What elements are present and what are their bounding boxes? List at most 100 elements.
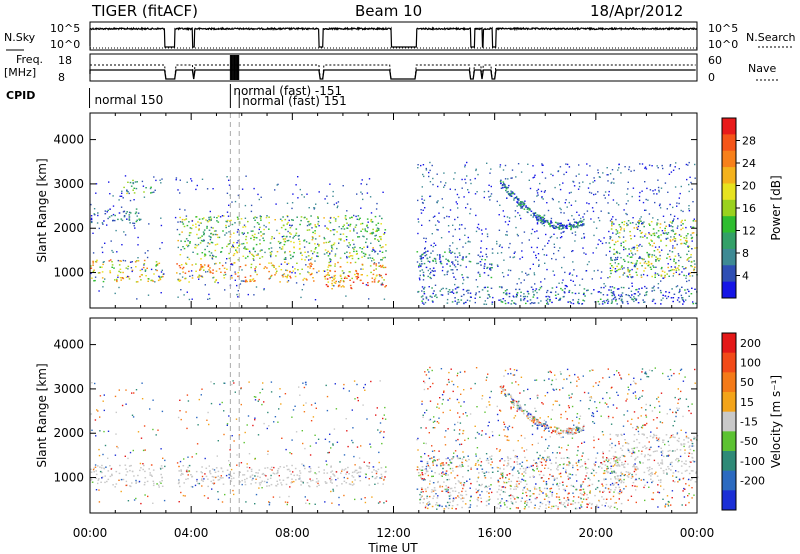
echo-cell — [338, 238, 340, 240]
echo-cell — [489, 488, 491, 490]
echo-cell — [429, 503, 431, 505]
echo-cell — [678, 234, 681, 236]
echo-cell — [658, 464, 661, 466]
echo-cell — [294, 275, 297, 278]
echo-cell — [205, 219, 207, 221]
echo-cell — [671, 269, 674, 271]
echo-cell — [516, 369, 518, 372]
echo-cell — [531, 302, 533, 304]
echo-cell — [180, 240, 182, 242]
echo-cell — [597, 191, 599, 193]
echo-cell — [666, 297, 668, 300]
echo-cell — [682, 303, 684, 305]
echo-cell — [574, 502, 577, 504]
echo-cell — [516, 403, 519, 406]
echo-cell — [620, 229, 622, 231]
echo-cell — [662, 455, 665, 458]
echo-cell — [556, 493, 558, 495]
echo-cell — [316, 478, 318, 480]
echo-cell — [314, 260, 316, 262]
echo-cell — [477, 490, 479, 492]
echo-cell — [477, 459, 479, 462]
echo-cell — [262, 472, 265, 475]
echo-cell — [588, 502, 591, 504]
echo-cell — [529, 416, 531, 419]
echo-cell — [428, 419, 431, 421]
echo-cell — [517, 402, 519, 404]
echo-cell — [423, 275, 425, 277]
echo-cell — [143, 259, 146, 262]
echo-cell — [323, 469, 325, 471]
echo-cell — [629, 273, 631, 276]
echo-cell — [299, 273, 301, 275]
echo-cell — [538, 423, 540, 425]
echo-cell — [664, 227, 666, 230]
echo-cell — [636, 485, 638, 488]
echo-cell — [633, 296, 635, 298]
echo-cell — [578, 182, 581, 184]
echo-cell — [293, 241, 295, 244]
echo-cell — [681, 286, 683, 288]
echo-cell — [371, 250, 373, 252]
echo-cell — [503, 259, 505, 261]
echo-cell — [543, 214, 546, 216]
echo-cell — [429, 195, 431, 198]
echo-cell — [691, 442, 694, 445]
echo-cell — [564, 225, 567, 227]
echo-cell — [100, 481, 102, 483]
echo-cell — [144, 477, 147, 479]
echo-cell — [612, 199, 615, 201]
echo-cell — [513, 404, 515, 406]
echo-cell — [651, 471, 653, 474]
echo-cell — [252, 230, 254, 232]
echo-cell — [559, 472, 562, 475]
echo-cell — [667, 237, 669, 239]
echo-cell — [329, 217, 332, 219]
echo-cell — [556, 400, 558, 402]
echo-cell — [527, 163, 529, 165]
echo-cell — [115, 229, 117, 232]
echo-cell — [486, 290, 489, 292]
nsky-trace — [89, 26, 698, 49]
echo-cell — [553, 243, 555, 245]
echo-cell — [455, 466, 457, 468]
echo-cell — [603, 490, 605, 492]
echo-cell — [532, 421, 535, 424]
echo-cell — [497, 479, 499, 482]
echo-cell — [582, 181, 584, 183]
echo-cell — [662, 441, 664, 443]
echo-cell — [629, 222, 632, 224]
echo-cell — [545, 460, 547, 462]
echo-cell — [566, 163, 569, 166]
echo-cell — [618, 486, 621, 489]
echo-cell — [143, 191, 145, 193]
echo-cell — [653, 266, 655, 268]
echo-cell — [264, 467, 266, 469]
echo-cell — [549, 426, 552, 428]
echo-cell — [491, 252, 494, 254]
echo-cell — [624, 260, 626, 262]
echo-cell — [629, 296, 632, 299]
echo-cell — [669, 462, 672, 464]
echo-cell — [652, 287, 655, 289]
echo-cell — [631, 282, 633, 284]
echo-cell — [366, 245, 369, 247]
echo-cell — [345, 236, 348, 238]
echo-cell — [523, 205, 525, 207]
echo-cell — [578, 302, 580, 305]
echo-cell — [451, 467, 454, 470]
echo-cell — [331, 250, 333, 252]
echo-cell — [674, 247, 676, 249]
echo-cell — [676, 299, 679, 301]
echo-cell — [378, 280, 380, 282]
echo-cell — [123, 231, 125, 233]
echo-cell — [554, 227, 557, 230]
echo-cell — [466, 289, 469, 292]
echo-cell — [617, 256, 619, 259]
echo-cell — [615, 251, 618, 253]
echo-cell — [361, 248, 364, 250]
echo-cell — [638, 433, 640, 435]
echo-cell — [489, 195, 492, 197]
echo-cell — [366, 230, 368, 233]
echo-cell — [447, 457, 449, 459]
